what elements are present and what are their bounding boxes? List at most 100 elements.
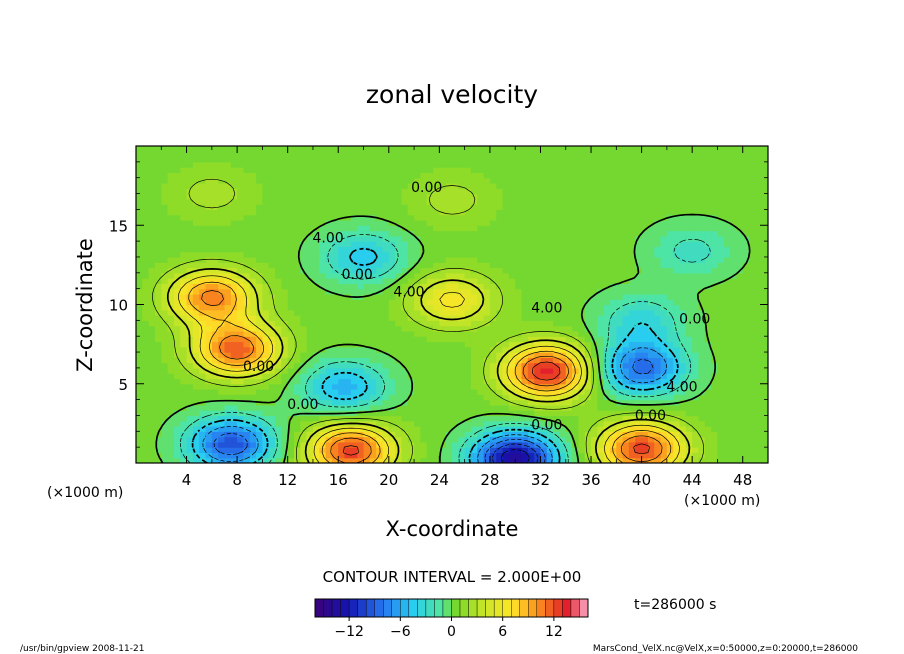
field-cell: [717, 341, 725, 348]
field-cell: [230, 346, 238, 353]
field-cell: [603, 209, 611, 216]
field-cell: [445, 389, 453, 395]
field-cell: [679, 394, 687, 401]
field-cell: [445, 262, 453, 269]
field-cell: [692, 214, 700, 221]
field-cell: [395, 431, 403, 438]
field-cell: [148, 304, 156, 311]
field-cell: [572, 304, 579, 311]
field-cell: [572, 246, 579, 253]
field-cell: [761, 330, 768, 337]
field-cell: [350, 320, 358, 327]
field-cell: [401, 373, 409, 380]
field-cell: [306, 198, 314, 205]
field-cell: [572, 235, 579, 242]
field-cell: [489, 198, 497, 205]
field-cell: [439, 399, 447, 406]
field-cell: [331, 235, 339, 242]
field-cell: [723, 441, 731, 448]
field-cell: [395, 367, 403, 374]
field-cell: [597, 426, 605, 432]
field-cell: [218, 341, 226, 348]
field-cell: [312, 457, 320, 463]
field-cell: [382, 209, 390, 216]
field-cell: [628, 256, 636, 263]
field-cell: [344, 246, 352, 253]
field-cell: [319, 299, 327, 306]
field-cell: [628, 320, 636, 327]
field-cell: [527, 362, 535, 369]
field-cell: [180, 262, 188, 269]
field-cell: [730, 378, 737, 385]
field-cell: [148, 288, 156, 295]
field-cell: [749, 415, 756, 422]
field-cell: [679, 436, 687, 443]
field-cell: [363, 441, 371, 448]
field-cell: [439, 251, 447, 258]
field-cell: [502, 272, 510, 279]
field-cell: [755, 373, 763, 380]
field-cell: [616, 426, 624, 432]
field-cell: [319, 214, 327, 221]
field-cell: [180, 235, 188, 242]
field-cell: [237, 235, 245, 242]
field-cell: [306, 225, 314, 232]
field-cell: [344, 272, 352, 279]
field-cell: [616, 241, 624, 247]
field-cell: [673, 283, 681, 290]
field-cell: [647, 426, 655, 432]
field-cell: [186, 420, 194, 427]
field-cell: [761, 373, 768, 380]
field-cell: [243, 341, 251, 348]
field-cell: [749, 389, 756, 395]
field-cell: [673, 410, 681, 417]
field-cell: [591, 235, 598, 242]
field-cell: [559, 383, 567, 390]
field-cell: [136, 383, 143, 390]
field-cell: [704, 320, 712, 327]
field-cell: [363, 209, 371, 216]
field-cell: [180, 415, 188, 422]
field-cell: [464, 198, 472, 205]
field-cell: [136, 404, 143, 411]
field-cell: [534, 404, 542, 411]
field-cell: [281, 262, 289, 269]
field-cell: [300, 336, 308, 343]
field-cell: [666, 246, 674, 253]
field-cell: [647, 241, 655, 247]
field-cell: [610, 251, 617, 258]
field-cell: [692, 357, 700, 364]
field-cell: [654, 309, 662, 316]
field-cell: [230, 352, 238, 358]
field-cell: [268, 404, 276, 411]
field-cell: [338, 404, 346, 411]
field-cell: [173, 235, 181, 242]
field-cell: [666, 241, 674, 247]
field-cell: [262, 410, 270, 417]
field-cell: [673, 441, 681, 448]
field-cell: [407, 251, 415, 258]
field-cell: [420, 457, 428, 463]
field-cell: [357, 452, 365, 459]
field-cell: [673, 230, 681, 237]
field-cell: [338, 367, 346, 374]
field-cell: [559, 373, 567, 380]
field-cell: [382, 230, 390, 237]
field-cell: [755, 267, 763, 274]
field-cell: [357, 394, 365, 401]
field-cell: [704, 457, 712, 463]
field-cell: [477, 457, 485, 463]
field-cell: [357, 362, 365, 369]
field-cell: [173, 410, 181, 417]
field-cell: [464, 299, 472, 306]
field-cell: [584, 383, 592, 390]
field-cell: [502, 299, 510, 306]
field-cell: [262, 204, 270, 210]
field-cell: [730, 241, 737, 247]
field-cell: [483, 394, 491, 401]
field-cell: [287, 352, 295, 358]
field-cell: [597, 420, 605, 427]
field-cell: [742, 410, 750, 417]
field-cell: [711, 378, 719, 385]
field-cell: [376, 373, 384, 380]
